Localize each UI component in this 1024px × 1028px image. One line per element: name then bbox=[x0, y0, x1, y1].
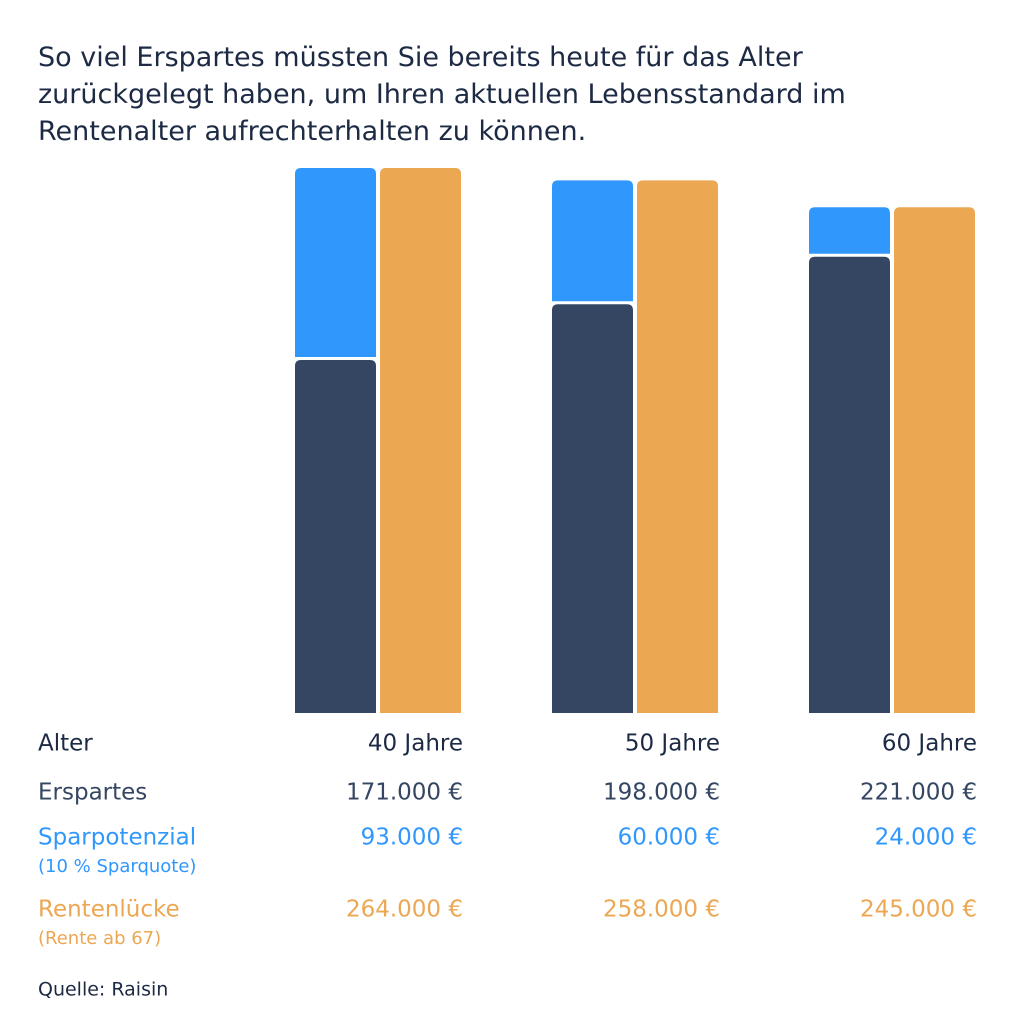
bar bbox=[894, 207, 975, 713]
bar bbox=[809, 207, 890, 254]
x-tick-label: 40 Jahre bbox=[368, 731, 463, 757]
value-label: 93.000 € bbox=[361, 825, 463, 851]
value-label: 245.000 € bbox=[860, 897, 977, 923]
value-label: 221.000 € bbox=[860, 780, 977, 806]
x-label: Alter bbox=[38, 731, 93, 757]
bar bbox=[295, 359, 376, 713]
value-label: 264.000 € bbox=[346, 897, 463, 923]
value-label: 198.000 € bbox=[603, 780, 720, 806]
bar bbox=[552, 180, 633, 302]
value-label: 171.000 € bbox=[346, 780, 463, 806]
bar bbox=[380, 168, 461, 713]
legend-label: Sparpotenzial bbox=[38, 825, 196, 851]
bar bbox=[637, 180, 718, 714]
chart-title: So viel Erspartes müssten Sie bereits he… bbox=[38, 42, 846, 147]
x-tick-label: 50 Jahre bbox=[625, 731, 720, 757]
value-label: 24.000 € bbox=[875, 825, 977, 851]
bar bbox=[809, 256, 890, 713]
legend-sublabel: (Rente ab 67) bbox=[38, 928, 161, 949]
legend-label: Erspartes bbox=[38, 780, 147, 806]
legend-label: Rentenlücke bbox=[38, 897, 180, 923]
value-label: 60.000 € bbox=[618, 825, 720, 851]
source: Quelle: Raisin bbox=[38, 979, 168, 1001]
x-tick-label: 60 Jahre bbox=[882, 731, 977, 757]
bar bbox=[295, 168, 376, 357]
value-label: 258.000 € bbox=[603, 897, 720, 923]
bar bbox=[552, 304, 633, 713]
legend-sublabel: (10 % Sparquote) bbox=[38, 856, 196, 877]
